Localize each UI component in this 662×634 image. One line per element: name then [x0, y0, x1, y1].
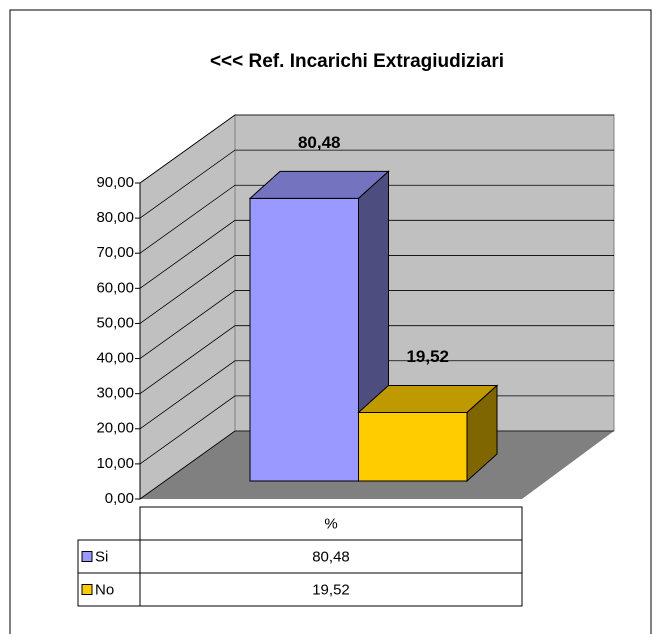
legend-swatch [81, 551, 93, 562]
grid-line [139, 325, 614, 394]
data-label: 80,48 [298, 133, 341, 152]
table-header: % [324, 515, 337, 532]
y-tick-label: 20,00 [96, 420, 134, 437]
grid-line [139, 149, 614, 219]
data-table: % Si 80,48 No 19,52 [77, 506, 523, 607]
data-label: 19,52 [406, 347, 449, 366]
grid-line [139, 360, 614, 430]
legend-swatch [81, 584, 93, 595]
table-value: 19,52 [312, 581, 350, 598]
y-tick-label: 70,00 [96, 244, 134, 261]
grid-line [139, 114, 614, 184]
table-value: 80,48 [312, 548, 350, 565]
y-tick-label: 10,00 [96, 455, 134, 472]
y-tick-label: 0,00 [105, 490, 134, 507]
legend-label: Si [95, 548, 108, 565]
grid-line [139, 255, 614, 324]
y-tick-label: 50,00 [96, 314, 134, 331]
legend-label: No [95, 581, 114, 598]
grid-line [139, 219, 614, 289]
grid-line [139, 184, 614, 254]
grid-line [139, 290, 614, 359]
y-tick-label: 90,00 [96, 174, 134, 191]
bar-front [358, 411, 468, 482]
bars: 80,48 19,52 [248, 133, 499, 483]
bar-side [466, 384, 498, 483]
bar-front [249, 197, 359, 482]
y-tick-label: 60,00 [96, 279, 134, 296]
y-tick-label: 30,00 [96, 385, 134, 402]
table-cell [139, 572, 523, 607]
y-tick-label: 40,00 [96, 350, 134, 367]
chart-title: <<< Ref. Incarichi Extragiudiziari [210, 51, 504, 72]
y-tick-label: 80,00 [96, 209, 134, 226]
